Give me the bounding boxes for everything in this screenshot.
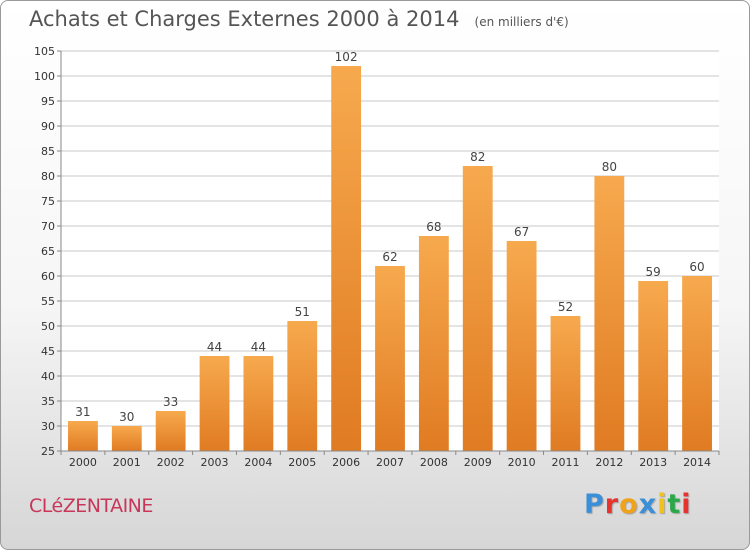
data-label: 60	[689, 260, 704, 274]
x-tick-label: 2001	[113, 456, 141, 469]
logo-letter: o	[619, 489, 639, 520]
x-tick-label: 2013	[639, 456, 667, 469]
y-tick-label: 55	[41, 295, 55, 308]
data-label: 62	[382, 250, 397, 264]
logo-letter: t	[667, 489, 682, 520]
logo-letter: P	[584, 489, 605, 520]
chart-subtitle: (en milliers d'€)	[474, 15, 569, 29]
y-tick-label: 70	[41, 220, 55, 233]
y-tick-label: 105	[34, 45, 55, 58]
y-tick-label: 35	[41, 395, 55, 408]
data-label: 80	[602, 160, 617, 174]
x-tick-label: 2000	[69, 456, 97, 469]
data-label: 52	[558, 300, 573, 314]
x-tick-label: 2011	[551, 456, 579, 469]
x-tick-label: 2003	[201, 456, 229, 469]
data-label: 82	[470, 150, 485, 164]
chart-title: Achats et Charges Externes 2000 à 2014	[29, 7, 460, 31]
x-tick-label: 2012	[595, 456, 623, 469]
y-tick-label: 65	[41, 245, 55, 258]
proxiti-logo[interactable]: Proxiti	[584, 489, 692, 520]
data-label: 31	[75, 405, 90, 419]
bar-2001[interactable]	[111, 426, 142, 451]
x-tick-label: 2007	[376, 456, 404, 469]
y-tick-label: 75	[41, 195, 55, 208]
data-label: 44	[207, 340, 222, 354]
y-tick-label: 30	[41, 420, 55, 433]
commune-name: CLéZENTAINE	[29, 495, 153, 517]
bar-2012[interactable]	[594, 176, 625, 451]
title-row: Achats et Charges Externes 2000 à 2014 (…	[29, 7, 569, 31]
x-tick-label: 2008	[420, 456, 448, 469]
data-label: 30	[119, 410, 134, 424]
label-layer: 31 30 33 44 44 51 102 62 68 82 67 52 80 59 60	[75, 50, 704, 424]
logo-letter: i	[681, 489, 692, 520]
bar-2006[interactable]	[331, 66, 362, 451]
x-tick-label: 2005	[288, 456, 316, 469]
bar-2003[interactable]	[199, 356, 230, 451]
bar-2008[interactable]	[418, 236, 449, 451]
y-tick-label: 60	[41, 270, 55, 283]
y-tick-label: 50	[41, 320, 55, 333]
y-tick-label: 85	[41, 145, 55, 158]
x-tick-label: 2009	[464, 456, 492, 469]
y-tick-label: 95	[41, 95, 55, 108]
bar-2007[interactable]	[375, 266, 405, 451]
logo-letter: x	[638, 489, 658, 520]
data-label: 33	[163, 395, 178, 409]
y-tick-label: 100	[34, 70, 55, 83]
bar-2013[interactable]	[638, 281, 669, 451]
y-tick-label: 80	[41, 170, 55, 183]
x-tick-label: 2014	[683, 456, 711, 469]
bar-2011[interactable]	[550, 316, 581, 451]
bar-2000[interactable]	[68, 421, 98, 451]
bar-2014[interactable]	[682, 276, 712, 451]
bar-layer	[68, 66, 712, 451]
axis-layer: 25 30 35 40 45 50 55 60 65 70 75 80 85 90 95 100 105 2000…	[34, 45, 720, 469]
x-tick-label: 2002	[157, 456, 185, 469]
logo-letter: r	[604, 489, 620, 520]
y-tick-label: 25	[41, 445, 55, 458]
bar-2009[interactable]	[462, 166, 493, 451]
data-label: 44	[251, 340, 266, 354]
bar-2005[interactable]	[287, 321, 318, 451]
y-tick-label: 40	[41, 370, 55, 383]
data-label: 59	[646, 265, 661, 279]
logo-letter: i	[657, 489, 668, 520]
data-label: 51	[295, 305, 310, 319]
bar-2002[interactable]	[155, 411, 186, 451]
x-tick-label: 2004	[244, 456, 272, 469]
y-tick-label: 90	[41, 120, 55, 133]
data-label: 67	[514, 225, 529, 239]
bar-2010[interactable]	[506, 241, 537, 451]
data-label: 102	[335, 50, 358, 64]
data-label: 68	[426, 220, 441, 234]
y-tick-label: 45	[41, 345, 55, 358]
bar-2004[interactable]	[243, 356, 274, 451]
x-tick-label: 2006	[332, 456, 360, 469]
x-tick-label: 2010	[508, 456, 536, 469]
